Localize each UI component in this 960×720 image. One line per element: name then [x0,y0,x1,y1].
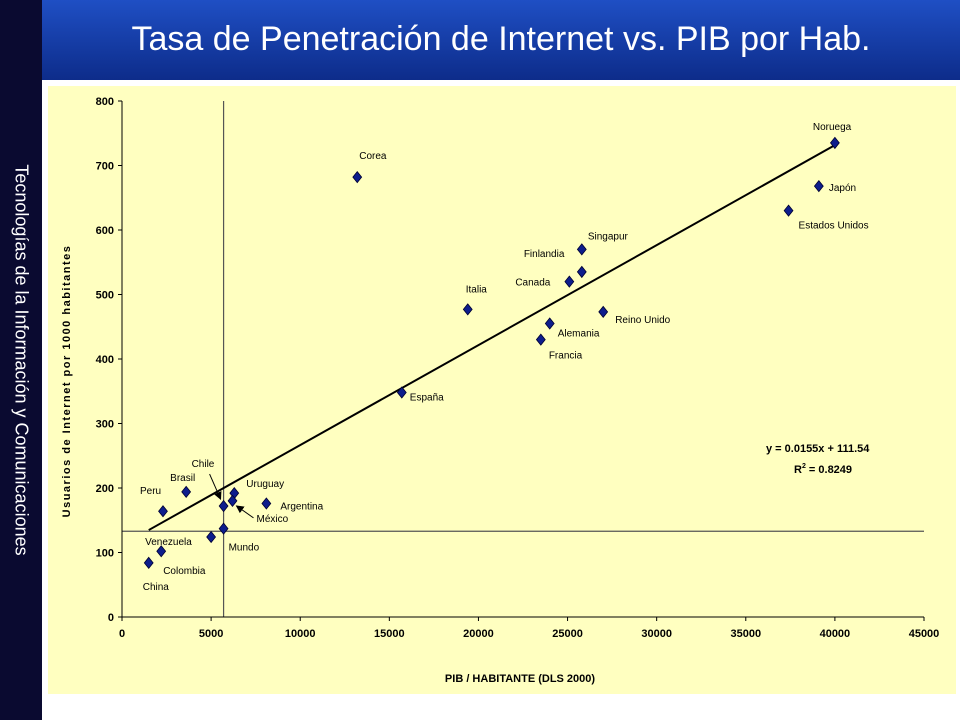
data-point-marker [535,333,546,346]
data-point-marker [156,545,167,558]
y-tick-label: 200 [96,483,114,495]
r2-superscript: 2 [802,463,806,470]
x-tick-label: 0 [119,628,125,640]
x-tick-label: 5000 [199,628,223,640]
data-point-label: Venezuela [145,537,192,548]
x-tick-label: 15000 [374,628,405,640]
header-bar: Tasa de Penetración de Internet vs. PIB … [42,0,960,80]
axes: 0 100 200 300 400 500 600 700 800 0 5000 10000 15000… [96,96,940,640]
data-point-label: Mundo [229,543,260,554]
sidebar: Tecnologías de la Información y Comunica… [0,0,42,720]
chart-area: 0 100 200 300 400 500 600 700 800 0 5000 10000 15000… [48,86,956,694]
data-point-label: Estados Unidos [799,221,869,232]
arrows-group [209,473,254,519]
data-point-label: Alemania [558,329,600,340]
points-group [143,136,840,569]
data-point-marker [544,317,555,330]
equation-label: y = 0.0155x + 111.54 [766,443,870,455]
data-point-label: Colombia [163,566,206,577]
data-point-marker [218,522,229,535]
data-point-label: España [410,393,444,404]
y-tick-label: 500 [96,290,114,302]
x-tick-label: 10000 [285,628,316,640]
y-tick-label: 600 [96,225,114,237]
reference-lines [122,101,924,617]
data-point-label: Canada [515,278,550,289]
x-axis-title: PIB / HABITANTE (DLS 2000) [445,673,595,685]
data-point-label: Peru [140,486,161,497]
data-point-label: México [256,514,288,525]
sidebar-text: Tecnologías de la Información y Comunica… [11,164,32,556]
data-point-marker [813,179,824,193]
data-point-marker [143,556,154,569]
data-point-label: Corea [359,151,387,162]
y-tick-label: 300 [96,419,114,431]
data-point-marker [829,136,840,150]
data-point-label: Reino Unido [615,315,670,326]
data-point-marker [261,497,272,510]
data-point-label: Francia [549,351,583,362]
slide-title: Tasa de Penetración de Internet vs. PIB … [131,20,871,58]
x-tick-label: 40000 [820,628,851,640]
data-point-marker [783,204,794,217]
y-axis-title: Usuarios de Internet por 1000 habitantes [61,245,73,518]
mexico-arrow [235,505,254,519]
data-point-marker [576,265,587,279]
r2-label: R2 = 0.8249 [794,463,852,476]
data-point-label: Singapur [588,231,629,242]
data-point-marker [352,170,363,184]
trendline-group [148,144,836,531]
y-tick-label: 100 [96,548,114,560]
x-tick-label: 20000 [463,628,494,640]
data-point-marker [396,386,407,399]
data-point-label: Brasil [170,473,195,484]
data-point-marker [206,530,217,544]
r2-value: = 0.8249 [806,464,852,476]
x-tick-label: 45000 [909,628,940,640]
data-point-marker [462,303,473,316]
chile-arrow [209,473,222,500]
data-point-label: Japón [829,183,856,194]
data-point-label: Uruguay [246,479,284,490]
data-point-marker [564,275,575,288]
data-point-marker [218,499,229,513]
data-point-label: Argentina [280,501,323,512]
y-tick-label: 700 [96,161,114,173]
data-point-label: Finlandia [524,249,565,260]
data-point-marker [158,505,168,518]
x-tick-label: 30000 [641,628,672,640]
x-tick-label: 25000 [552,628,583,640]
data-point-marker [598,305,609,319]
y-tick-label: 800 [96,96,114,108]
data-point-marker [576,243,587,256]
y-tick-label: 0 [108,612,114,624]
data-point-label: Noruega [813,122,852,133]
data-point-label: Italia [466,284,488,295]
r2-symbol: R [794,464,802,476]
data-point-marker [181,485,192,499]
scatter-chart: 0 100 200 300 400 500 600 700 800 0 5000 10000 15000… [61,96,940,685]
trendline [148,144,836,531]
labels-group: Noruega Japón Estados Unidos Corea Singapur F… [140,122,869,593]
data-point-marker [227,494,238,508]
data-point-label: Chile [192,459,215,470]
data-point-label: China [143,582,170,593]
x-tick-label: 35000 [730,628,761,640]
y-tick-label: 400 [96,354,114,366]
